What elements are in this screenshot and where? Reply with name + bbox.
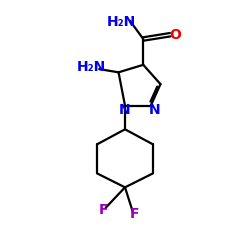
Text: N: N [149,102,160,117]
Text: H₂N: H₂N [107,15,136,29]
Text: O: O [169,28,181,42]
Text: N: N [119,102,130,117]
Text: F: F [130,206,140,220]
Text: F: F [99,203,108,217]
Text: H₂N: H₂N [77,60,106,74]
